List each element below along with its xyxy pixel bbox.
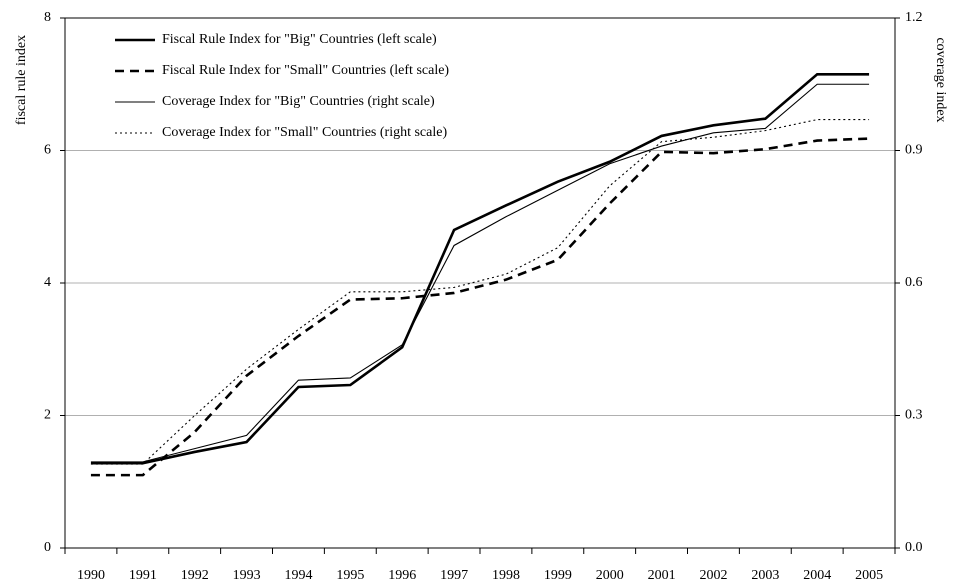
y-tick-label: 2 bbox=[44, 408, 51, 423]
x-tick-label: 1998 bbox=[492, 568, 520, 583]
series-line bbox=[90, 119, 870, 465]
x-tick-label: 2002 bbox=[699, 568, 727, 583]
x-tick-label: 1991 bbox=[129, 568, 157, 583]
x-tick-label: 1990 bbox=[77, 568, 105, 583]
x-tick-label: 1999 bbox=[544, 568, 572, 583]
legend-label: Coverage Index for "Big" Countries (righ… bbox=[162, 94, 435, 109]
x-tick-label: 2000 bbox=[596, 568, 624, 583]
y2-tick-label: 1.2 bbox=[905, 10, 923, 25]
x-tick-label: 1996 bbox=[388, 568, 416, 583]
series-line bbox=[90, 83, 870, 463]
y2-tick-label: 0.0 bbox=[905, 540, 923, 555]
legend-label: Fiscal Rule Index for "Big" Countries (l… bbox=[162, 32, 437, 47]
x-tick-label: 2003 bbox=[751, 568, 779, 583]
x-tick-label: 1994 bbox=[284, 568, 312, 583]
legend-label: Fiscal Rule Index for "Small" Countries … bbox=[162, 63, 449, 78]
x-tick-label: 1997 bbox=[440, 568, 468, 583]
x-tick-label: 2001 bbox=[648, 568, 676, 583]
y2-tick-label: 0.3 bbox=[905, 408, 923, 423]
y-tick-label: 6 bbox=[44, 143, 51, 158]
x-tick-label: 2005 bbox=[855, 568, 883, 583]
x-tick-label: 1995 bbox=[336, 568, 364, 583]
y-tick-label: 0 bbox=[44, 540, 51, 555]
legend-label: Coverage Index for "Small" Countries (ri… bbox=[162, 125, 447, 140]
y-tick-label: 8 bbox=[44, 10, 51, 25]
y-axis-label: fiscal rule index bbox=[14, 35, 29, 125]
series-line bbox=[90, 73, 870, 465]
y2-tick-label: 0.9 bbox=[905, 143, 923, 158]
x-tick-label: 2004 bbox=[803, 568, 831, 583]
series-line bbox=[90, 137, 870, 477]
y2-tick-label: 0.6 bbox=[905, 275, 923, 290]
y2-axis-label: coverage index bbox=[933, 37, 948, 122]
y-tick-label: 4 bbox=[44, 275, 51, 290]
x-tick-label: 1992 bbox=[181, 568, 209, 583]
x-tick-label: 1993 bbox=[233, 568, 261, 583]
